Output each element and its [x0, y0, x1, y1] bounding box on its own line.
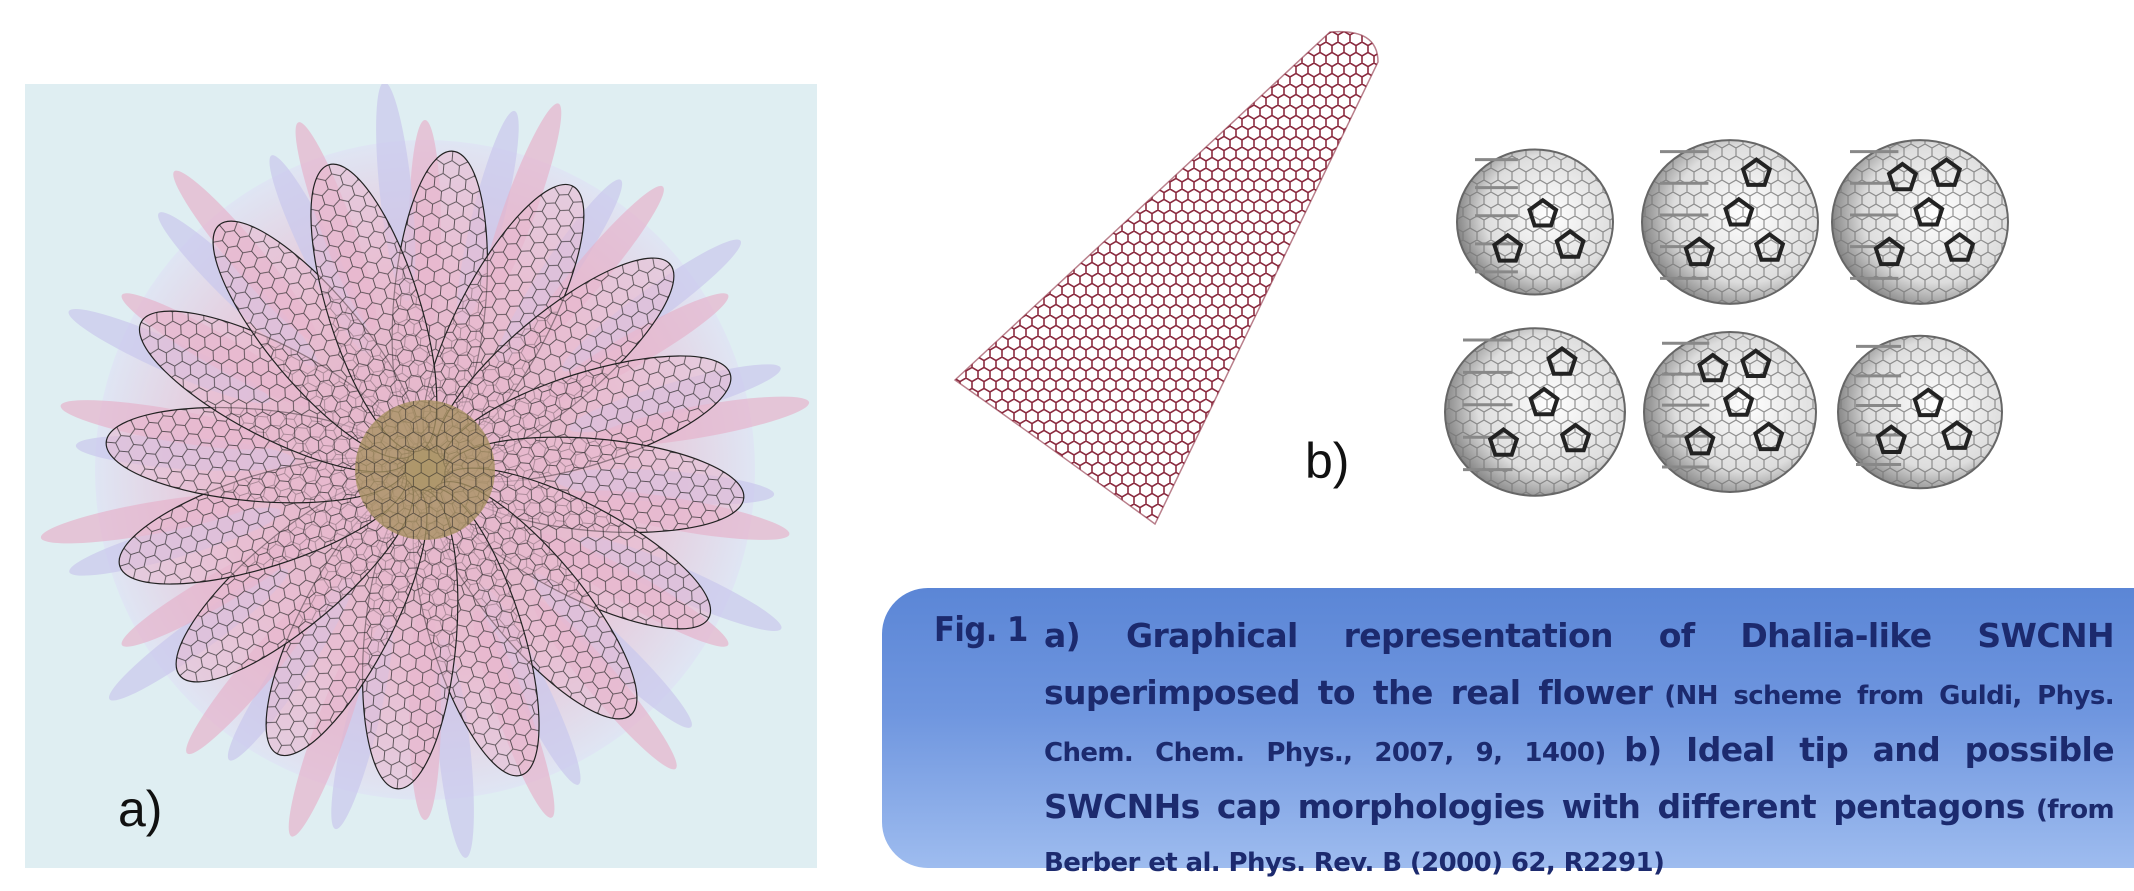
- cap: [1832, 140, 2008, 304]
- caption-text: a) Graphical representation of Dhalia-li…: [1044, 610, 2114, 891]
- cap-morphologies: [1445, 140, 2008, 496]
- cap: [1642, 140, 1818, 304]
- flower-image: [25, 80, 817, 868]
- panel-a-label: a): [118, 781, 162, 837]
- cap: [1838, 336, 2002, 489]
- page: a) b) Fig. 1 a) Graphical representation…: [0, 0, 2134, 868]
- caption-box: Fig. 1 a) Graphical representation of Dh…: [882, 588, 2134, 868]
- cap: [1644, 332, 1816, 492]
- caption-label: Fig. 1: [934, 610, 1028, 650]
- panel-b-label: b): [1305, 433, 1349, 489]
- cap: [1457, 149, 1613, 294]
- cap: [1445, 328, 1625, 495]
